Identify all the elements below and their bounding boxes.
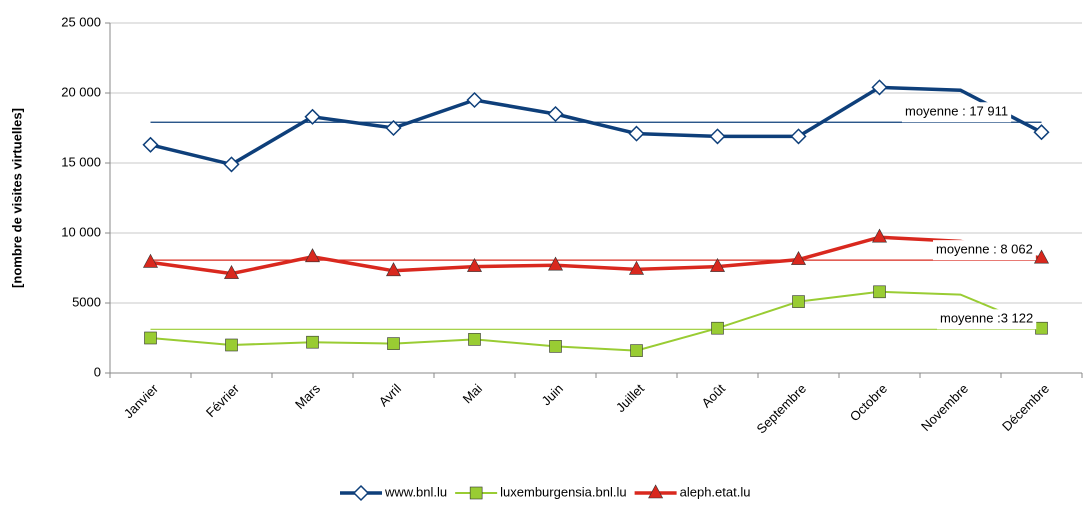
average-label: moyenne : 8 062	[936, 242, 1033, 257]
y-tick-label: 10 000	[61, 224, 101, 239]
legend-label: www.bnl.lu	[384, 484, 447, 499]
marker	[225, 338, 238, 352]
marker	[1035, 321, 1048, 335]
x-tick-label: Février	[203, 380, 243, 420]
marker	[387, 337, 400, 350]
legend-label: aleph.etat.lu	[680, 484, 751, 499]
average-label: moyenne : 17 911	[905, 104, 1008, 119]
x-tick-label: Novembre	[918, 381, 971, 434]
x-tick-label: Juin	[539, 381, 566, 408]
y-tick-label: 15 000	[61, 154, 101, 169]
x-tick-label: Janvier	[121, 380, 162, 421]
marker	[871, 79, 888, 96]
marker	[304, 248, 321, 263]
x-tick-label: Avril	[376, 381, 404, 409]
marker	[790, 250, 807, 265]
legend-marker	[469, 486, 483, 500]
marker	[144, 331, 157, 345]
marker	[223, 264, 240, 279]
marker	[385, 119, 402, 137]
marker	[466, 257, 483, 272]
average-label-bg	[902, 102, 1012, 123]
x-tick-label: Septembre	[753, 381, 809, 437]
marker	[628, 125, 645, 142]
marker	[790, 128, 807, 145]
y-tick-label: 0	[94, 364, 101, 379]
marker	[871, 228, 888, 243]
marker	[711, 321, 724, 335]
marker	[223, 156, 240, 173]
series-line	[150, 85, 1043, 167]
y-tick-label: 5000	[72, 294, 101, 309]
average-label-bg	[933, 240, 1036, 261]
legend-label: luxemburgensia.bnl.lu	[500, 484, 626, 499]
y-axis-label: [nombre de visites virtuelles]	[9, 108, 24, 288]
y-tick-label: 25 000	[61, 14, 101, 29]
marker	[628, 260, 645, 275]
legend-marker	[648, 484, 664, 499]
marker	[1033, 249, 1050, 264]
x-tick-label: Mai	[460, 381, 485, 406]
x-tick-label: Août	[699, 381, 729, 411]
average-label-bg	[937, 309, 1037, 330]
marker	[873, 285, 886, 299]
marker	[547, 256, 564, 271]
marker	[709, 128, 726, 145]
average-label: moyenne :3 122	[940, 311, 1033, 326]
marker	[304, 108, 321, 125]
marker	[385, 262, 402, 277]
x-tick-label: Décembre	[999, 381, 1052, 434]
marker	[547, 105, 564, 123]
marker	[709, 257, 726, 272]
marker	[792, 295, 805, 308]
marker	[1033, 124, 1050, 141]
marker	[142, 136, 159, 153]
legend: www.bnl.lu luxemburgensia.bnl.lu aleph.eta…	[340, 484, 751, 502]
y-tick-label: 20 000	[61, 84, 101, 99]
x-tick-label: Mars	[292, 381, 323, 412]
marker	[466, 91, 483, 109]
marker	[549, 340, 562, 353]
legend-marker	[352, 484, 370, 502]
series-line	[150, 290, 1042, 352]
series-line	[150, 235, 1042, 276]
marker	[468, 333, 481, 346]
x-tick-label: Juillet	[613, 381, 647, 415]
marker	[306, 335, 319, 349]
marker	[630, 344, 643, 357]
x-tick-label: Octobre	[847, 381, 890, 424]
marker	[142, 253, 159, 268]
